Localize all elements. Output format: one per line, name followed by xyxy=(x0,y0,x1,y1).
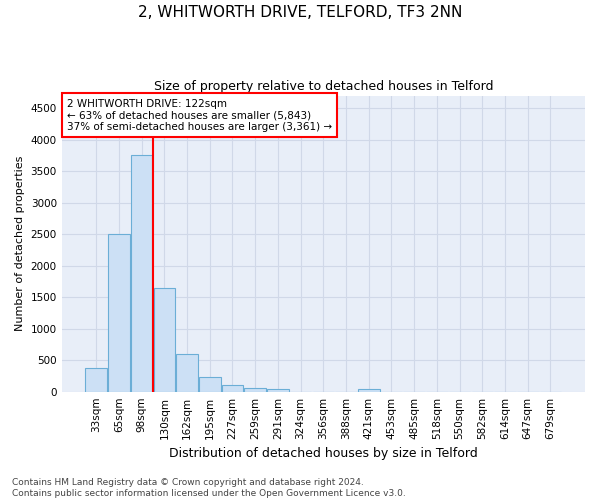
Bar xyxy=(131,156,152,392)
Bar xyxy=(358,388,380,392)
Bar xyxy=(154,288,175,392)
Bar xyxy=(108,234,130,392)
Text: 2 WHITWORTH DRIVE: 122sqm
← 63% of detached houses are smaller (5,843)
37% of se: 2 WHITWORTH DRIVE: 122sqm ← 63% of detac… xyxy=(67,98,332,132)
Bar xyxy=(244,388,266,392)
Bar xyxy=(199,376,221,392)
Bar xyxy=(267,389,289,392)
Bar xyxy=(176,354,198,392)
X-axis label: Distribution of detached houses by size in Telford: Distribution of detached houses by size … xyxy=(169,447,478,460)
Text: 2, WHITWORTH DRIVE, TELFORD, TF3 2NN: 2, WHITWORTH DRIVE, TELFORD, TF3 2NN xyxy=(138,5,462,20)
Text: Contains HM Land Registry data © Crown copyright and database right 2024.
Contai: Contains HM Land Registry data © Crown c… xyxy=(12,478,406,498)
Title: Size of property relative to detached houses in Telford: Size of property relative to detached ho… xyxy=(154,80,493,93)
Bar xyxy=(222,384,243,392)
Bar xyxy=(85,368,107,392)
Y-axis label: Number of detached properties: Number of detached properties xyxy=(15,156,25,332)
